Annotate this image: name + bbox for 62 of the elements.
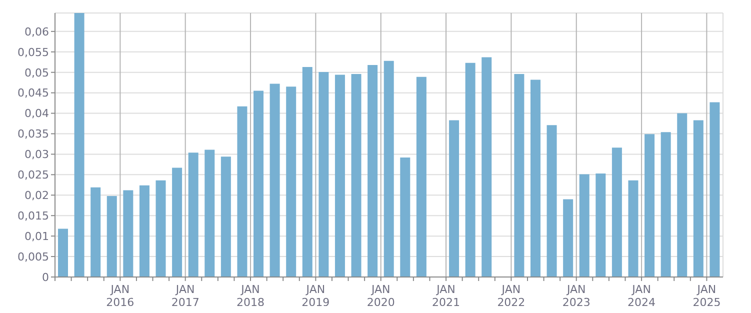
bar <box>302 67 312 277</box>
bar <box>286 86 296 277</box>
bar <box>384 60 394 277</box>
bar <box>139 185 150 277</box>
x-tick-label: JAN 2021 <box>432 283 460 309</box>
y-tick-label: 0,02 <box>24 189 49 202</box>
bar <box>172 168 182 277</box>
x-tick-label: JAN 2019 <box>302 283 330 309</box>
x-tick-label: JAN 2022 <box>497 283 526 309</box>
bar <box>351 74 362 277</box>
bar <box>368 64 378 277</box>
bar <box>449 120 460 277</box>
y-tick-label: 0,045 <box>18 86 49 100</box>
bar <box>465 62 476 277</box>
x-tick-label: JAN 2016 <box>106 283 134 309</box>
bar <box>334 74 345 277</box>
bar <box>563 199 574 277</box>
x-tick-label: JAN 2025 <box>692 283 721 309</box>
bar <box>530 80 540 277</box>
bar <box>693 120 704 277</box>
bar <box>644 134 655 277</box>
y-tick-label: 0,055 <box>18 46 49 59</box>
x-tick-label: JAN 2017 <box>171 283 200 309</box>
y-tick-label: 0,04 <box>24 107 49 120</box>
bar <box>628 180 638 277</box>
y-tick-label: 0,01 <box>24 230 49 243</box>
bar <box>514 74 524 277</box>
bar <box>90 187 101 277</box>
y-tick-label: 0 <box>42 270 49 284</box>
bar <box>579 174 590 277</box>
y-tick-label: 0,005 <box>18 250 49 264</box>
y-tick-label: 0,035 <box>18 128 49 141</box>
y-tick-label: 0,03 <box>24 148 49 162</box>
bar <box>612 148 622 277</box>
bar <box>204 150 215 277</box>
bar <box>416 76 426 277</box>
bar <box>106 196 117 277</box>
bar <box>596 173 606 277</box>
y-tick-label: 0,015 <box>18 210 49 223</box>
bar <box>546 125 557 277</box>
bar <box>482 57 492 277</box>
bar <box>156 180 166 277</box>
bar <box>74 13 84 277</box>
y-tick-label: 0,06 <box>24 25 49 38</box>
bar <box>220 156 231 277</box>
bar <box>188 152 198 277</box>
bar <box>710 102 720 277</box>
y-tick-label: 0,025 <box>18 168 49 182</box>
bar <box>254 90 264 277</box>
bar <box>237 106 248 277</box>
bar <box>660 132 671 277</box>
bar <box>123 190 134 277</box>
bar <box>400 157 410 277</box>
x-tick-label: JAN 2024 <box>628 283 656 309</box>
bar <box>270 84 280 277</box>
bar <box>318 72 329 277</box>
x-tick-label: JAN 2018 <box>236 283 265 309</box>
x-tick-label: JAN 2023 <box>562 283 590 309</box>
y-tick-label: 0,05 <box>24 66 49 80</box>
bar <box>677 113 688 277</box>
bar <box>58 228 68 277</box>
x-tick-label: JAN 2020 <box>366 283 395 309</box>
